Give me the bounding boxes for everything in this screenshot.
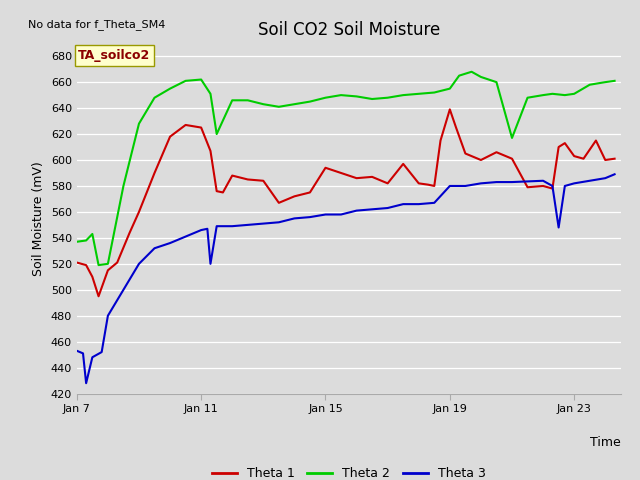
Title: Soil CO2 Soil Moisture: Soil CO2 Soil Moisture bbox=[258, 21, 440, 39]
Text: Time: Time bbox=[590, 436, 621, 449]
Text: TA_soilco2: TA_soilco2 bbox=[78, 49, 150, 62]
Legend: Theta 1, Theta 2, Theta 3: Theta 1, Theta 2, Theta 3 bbox=[207, 462, 491, 480]
Text: No data for f_Theta_SM4: No data for f_Theta_SM4 bbox=[28, 19, 165, 30]
Y-axis label: Soil Moisture (mV): Soil Moisture (mV) bbox=[32, 161, 45, 276]
